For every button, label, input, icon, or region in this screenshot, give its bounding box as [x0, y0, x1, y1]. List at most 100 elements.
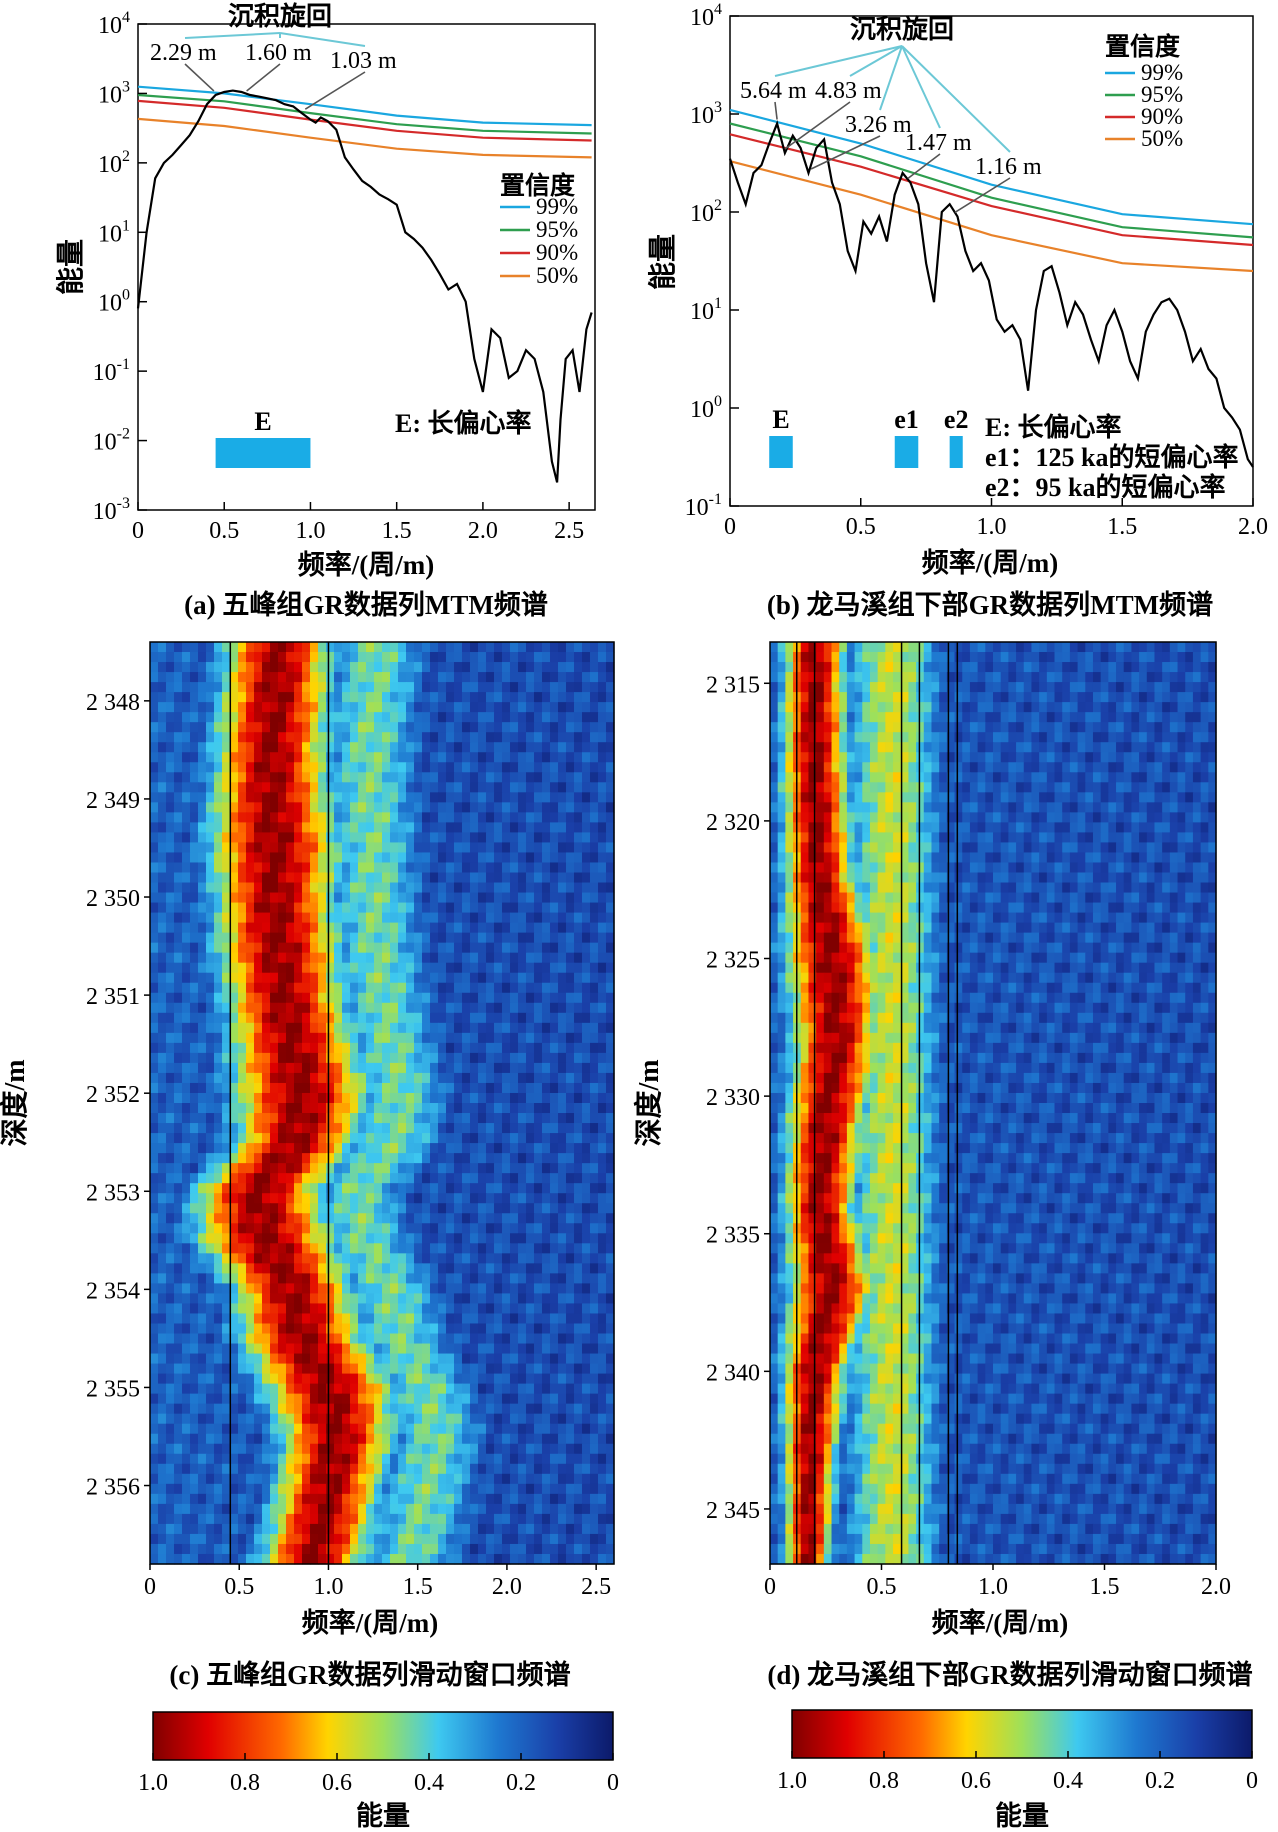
panel-c-heat-cell	[590, 1413, 599, 1425]
panel-c-heat-cell	[222, 1072, 231, 1084]
panel-c-heat-cell	[590, 832, 599, 844]
panel-c-heat-cell	[278, 1333, 287, 1345]
panel-c-heat-cell	[254, 1273, 263, 1284]
panel-c-heat-cell	[230, 1062, 239, 1074]
panel-c-heat-cell	[150, 932, 159, 944]
panel-c-heat-cell	[382, 842, 391, 854]
panel-c-heat-cell	[166, 972, 175, 984]
panel-c-heat-cell	[366, 1363, 375, 1375]
panel-c-heat-cell	[358, 1032, 367, 1044]
panel-c-heat-cell	[470, 1223, 479, 1234]
panel-c-heat-cell	[438, 652, 447, 663]
panel-c-heat-cell	[462, 1383, 471, 1395]
panel-c-heat-cell	[278, 1173, 287, 1184]
panel-a-cycle-leader	[279, 32, 366, 47]
panel-c-heat-cell	[366, 772, 375, 783]
panel-c-heat-cell	[262, 952, 271, 964]
panel-c-heat-cell	[430, 1273, 439, 1284]
panel-c-heat-cell	[374, 1203, 383, 1214]
panel-c-heat-cell	[318, 802, 327, 813]
panel-c-heat-cell	[278, 1343, 287, 1355]
panel-c-heat-cell	[302, 912, 311, 924]
panel-c-heat-cell	[494, 1403, 503, 1415]
panel-c-heat-cell	[606, 682, 615, 693]
panel-c-heat-cell	[574, 1103, 583, 1114]
panel-c-heat-cell	[582, 1233, 591, 1244]
panel-c-heat-cell	[382, 1032, 391, 1044]
panel-c-heat-cell	[606, 812, 615, 823]
panel-c-heat-cell	[542, 1283, 551, 1295]
panel-c-heat-cell	[582, 1263, 591, 1274]
panel-c-heat-cell	[278, 1163, 287, 1174]
panel-c-heat-cell	[582, 1283, 591, 1295]
panel-c-heat-cell	[390, 902, 399, 914]
panel-c-heat-cell	[206, 1463, 215, 1475]
panel-c-heat-cell	[462, 662, 471, 673]
panel-c-heat-cell	[318, 862, 327, 874]
panel-c-heat-cell	[398, 982, 407, 994]
panel-c-heat-cell	[502, 1363, 511, 1375]
panel-c-heat-cell	[566, 772, 575, 783]
panel-c-heat-cell	[598, 672, 607, 683]
panel-c-heat-cell	[286, 1363, 295, 1375]
panel-c-heat-cell	[222, 962, 231, 974]
panel-c-heat-cell	[366, 1273, 375, 1284]
panel-c-heat-cell	[446, 962, 455, 974]
panel-c-heat-cell	[462, 672, 471, 683]
panel-c-heat-cell	[502, 1082, 511, 1094]
panel-c-heat-cell	[206, 712, 215, 723]
panel-c-heat-cell	[254, 852, 263, 864]
panel-c-heat-cell	[486, 1002, 495, 1014]
panel-c-heat-cell	[414, 1103, 423, 1114]
panel-c-heat-cell	[558, 762, 567, 773]
panel-c-heat-cell	[174, 672, 183, 683]
panel-c-heat-cell	[454, 1072, 463, 1084]
panel-c-heat-cell	[310, 1243, 319, 1254]
panel-c-heat-cell	[494, 732, 503, 743]
panel-c-heat-cell	[606, 1032, 615, 1044]
panel-c-heat-cell	[606, 662, 615, 673]
panel-c-heat-cell	[598, 802, 607, 813]
panel-c-heat-cell	[398, 1363, 407, 1375]
panel-c-heat-cell	[326, 1273, 335, 1284]
panel-c-heat-cell	[446, 1453, 455, 1465]
panel-c-heat-cell	[158, 672, 167, 683]
panel-c-heat-cell	[358, 1153, 367, 1164]
panel-c-heat-cell	[526, 732, 535, 743]
panel-c-heat-cell	[310, 1082, 319, 1094]
panel-c-heat-cell	[318, 1423, 327, 1435]
panel-c-heat-cell	[574, 1293, 583, 1305]
panel-c-heat-cell	[286, 1373, 295, 1385]
panel-c-heat-cell	[294, 732, 303, 743]
panel-c-heat-cell	[342, 1473, 351, 1485]
panel-c-heat-cell	[174, 1042, 183, 1054]
panel-c-heat-cell	[334, 832, 343, 844]
panel-c-heat-cell	[558, 982, 567, 994]
panel-c-heat-cell	[406, 912, 415, 924]
panel-c-heat-cell	[382, 952, 391, 964]
panel-c-heat-cell	[566, 742, 575, 753]
panel-c-heat-cell	[350, 792, 359, 803]
panel-c-heat-cell	[166, 1062, 175, 1074]
panel-c-heat-cell	[222, 1463, 231, 1475]
panel-c-heat-cell	[534, 892, 543, 904]
panel-c-heat-cell	[262, 992, 271, 1004]
panel-c-heat-cell	[230, 862, 239, 874]
panel-c-heat-cell	[294, 1133, 303, 1144]
panel-c-heat-cell	[262, 1333, 271, 1345]
panel-c-heat-cell	[422, 1383, 431, 1395]
panel-c-heat-cell	[222, 1133, 231, 1144]
panel-c-heat-cell	[414, 1243, 423, 1254]
panel-c-heat-cell	[190, 1072, 199, 1084]
panel-c-heat-cell	[454, 1403, 463, 1415]
panel-c-heat-cell	[230, 1383, 239, 1395]
panel-c-heat-cell	[470, 1123, 479, 1134]
panel-c-heat-cell	[222, 912, 231, 924]
panel-c-heat-cell	[262, 1193, 271, 1204]
panel-c-heat-cell	[262, 1363, 271, 1375]
panel-c-heat-cell	[366, 1243, 375, 1254]
panel-c-heat-cell	[166, 1002, 175, 1014]
panel-c-heat-cell	[182, 1193, 191, 1204]
panel-c-heat-cell	[478, 692, 487, 703]
panel-c-heat-cell	[470, 902, 479, 914]
